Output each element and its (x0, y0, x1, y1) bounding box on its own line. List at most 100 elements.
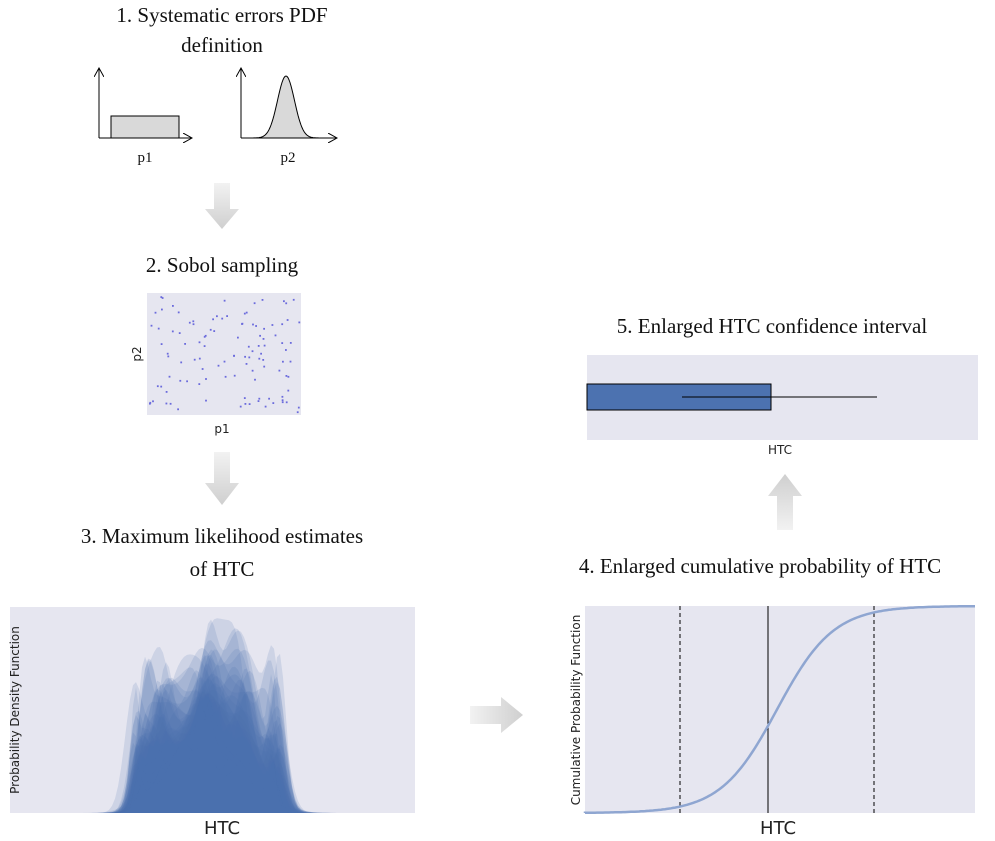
sample-point (258, 357, 261, 360)
pdf-curve (10, 649, 415, 813)
pdf-curve (10, 647, 415, 813)
sample-point (223, 360, 226, 363)
sample-point (245, 363, 248, 365)
arrow (205, 452, 239, 505)
pdf-curve (10, 691, 415, 813)
sample-point (257, 345, 260, 347)
sample-point (150, 324, 153, 327)
sample-point (184, 343, 186, 345)
sample-point (203, 345, 206, 347)
axis-label: HTC (768, 443, 792, 457)
pdf-curve (10, 701, 415, 813)
sample-point (257, 400, 260, 402)
sample-point (286, 319, 289, 321)
sample-point (204, 334, 207, 337)
sample-point (156, 385, 159, 388)
pdf-curve (10, 688, 415, 813)
pdf-curve (10, 640, 415, 813)
step-title: 5. Enlarged HTC confidence interval (617, 314, 928, 338)
sample-point (161, 297, 164, 299)
pdf-curve (10, 683, 415, 813)
sample-point (177, 311, 180, 314)
step-title: 1. Systematic errors PDF (116, 3, 327, 27)
sample-point (192, 320, 195, 323)
sample-point (180, 361, 183, 364)
pdf-curve (10, 696, 415, 813)
pdf-curve (10, 696, 415, 813)
sample-points (149, 296, 301, 414)
sample-point (274, 334, 277, 337)
step-title: of HTC (190, 557, 255, 581)
sample-point (168, 375, 171, 378)
sample-point (205, 378, 207, 380)
pdf-curve (10, 654, 415, 813)
sample-point (247, 345, 250, 348)
pdf-curve (10, 668, 415, 813)
sample-point (287, 389, 290, 392)
pdf-curve (10, 674, 415, 813)
step-title: 2. Sobol sampling (146, 253, 299, 277)
sample-point (203, 335, 206, 338)
sample-point (281, 395, 284, 398)
sample-point (251, 369, 254, 372)
sample-point (283, 300, 285, 303)
pdf-curve (10, 689, 415, 813)
plot-area (147, 293, 301, 415)
step-title: definition (181, 33, 263, 57)
sample-point (297, 406, 300, 409)
sample-point (285, 375, 288, 377)
sample-point (245, 311, 248, 314)
sample-point (223, 299, 226, 302)
sample-point (281, 399, 284, 402)
sample-point (287, 375, 290, 378)
sample-point (166, 352, 169, 355)
sample-point (160, 343, 163, 345)
step-title: 4. Enlarged cumulative probability of HT… (579, 554, 941, 578)
axis-label: p1 (214, 422, 229, 436)
sample-point (244, 403, 247, 405)
sample-point (169, 402, 172, 405)
sample-point (253, 302, 256, 305)
sample-point (221, 317, 224, 320)
pdf-curve (10, 676, 415, 813)
axis-label: p1 (138, 150, 153, 166)
sample-point (165, 391, 168, 393)
sample-point (198, 383, 201, 385)
arrow (768, 474, 802, 530)
sample-point (255, 325, 257, 327)
sample-point (193, 358, 196, 361)
arrow (470, 697, 523, 733)
sample-point (188, 321, 191, 324)
sample-point (237, 336, 239, 339)
sample-point (243, 312, 246, 315)
pdf-curve (10, 678, 415, 813)
sample-point (260, 352, 262, 355)
sample-point (149, 401, 152, 404)
pdf-curve (10, 619, 415, 813)
sample-point (172, 305, 174, 307)
sample-point (281, 342, 284, 344)
arrow (205, 183, 239, 229)
pdf-curve (10, 689, 415, 813)
sample-point (233, 374, 236, 377)
sample-point (192, 323, 195, 326)
sample-point (160, 296, 163, 298)
axis-label: HTC (204, 818, 240, 839)
pdf-curve (10, 654, 415, 813)
sample-point (289, 360, 292, 363)
sample-point (278, 369, 281, 372)
sample-point (179, 379, 182, 382)
sample-point (198, 341, 201, 344)
sample-point (205, 399, 207, 402)
sample-point (178, 332, 181, 334)
plot-area (10, 607, 415, 813)
pdf-curve (10, 667, 415, 813)
sample-point (271, 324, 274, 326)
pdf-curve (10, 670, 415, 813)
sample-point (262, 359, 265, 361)
pdf-curve (10, 653, 415, 813)
sample-point (241, 322, 244, 325)
sample-point (160, 385, 163, 388)
sample-point (201, 368, 204, 370)
sample-point (272, 402, 275, 404)
